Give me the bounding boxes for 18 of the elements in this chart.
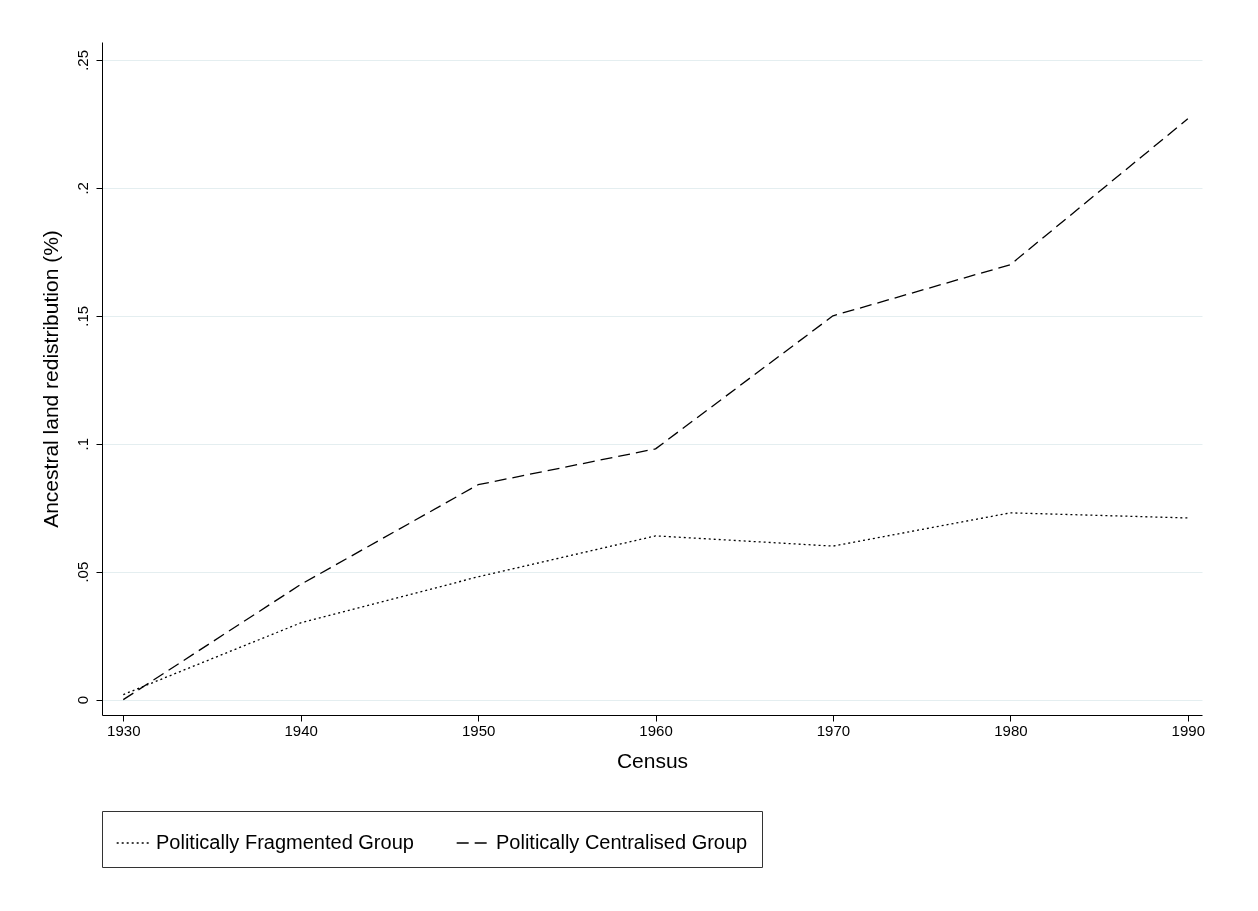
y-tick-label: .25 (73, 49, 91, 71)
y-tick-label: 0 (73, 695, 91, 705)
line-series (122, 118, 1189, 701)
legend-label: Politically Centralised Group (496, 831, 748, 853)
y-tick-label: .15 (73, 305, 91, 327)
x-tick-label: 1990 (1171, 721, 1205, 739)
legend-label: Politically Fragmented Group (156, 831, 414, 853)
x-tick-label: 1930 (107, 721, 141, 739)
x-axis-title: Census (616, 748, 689, 772)
x-tick-label: 1940 (284, 721, 318, 739)
x-tick-label: 1980 (994, 721, 1028, 739)
x-tick-label: 1950 (461, 721, 496, 739)
y-axis-title: Ancestral land redistribution (%) (38, 230, 62, 528)
x-tick-label: 1970 (816, 721, 851, 739)
y-tick-label: .05 (73, 561, 91, 583)
x-tick-label: 1960 (639, 721, 673, 739)
y-tick-label: .1 (73, 438, 91, 451)
y-tick-label: .2 (73, 182, 91, 195)
